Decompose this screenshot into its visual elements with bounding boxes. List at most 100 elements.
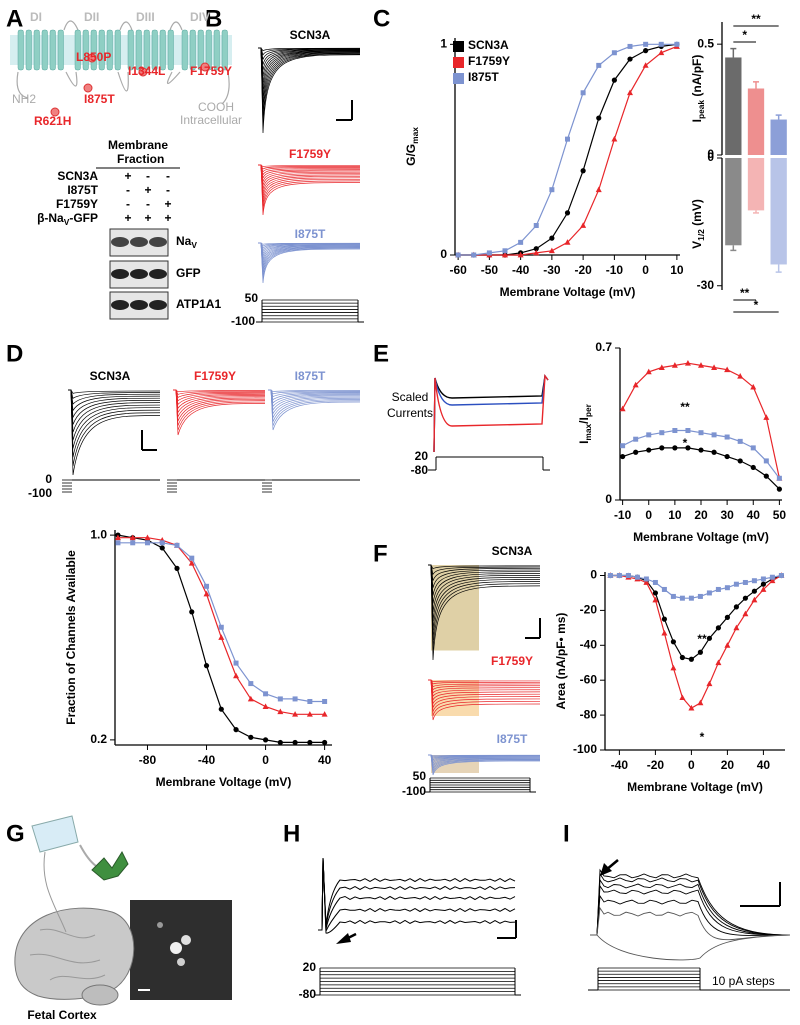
panel-letter: C bbox=[373, 5, 390, 32]
marker bbox=[643, 48, 649, 54]
current-trace bbox=[258, 47, 361, 60]
x-tick-label: 40 bbox=[747, 508, 761, 522]
series-line bbox=[118, 542, 325, 703]
current-trace bbox=[258, 47, 361, 71]
marker bbox=[688, 656, 695, 662]
helix bbox=[205, 29, 212, 71]
marker bbox=[751, 588, 758, 594]
table-cell: - bbox=[146, 197, 150, 211]
current-trace bbox=[428, 564, 541, 576]
y-tick-label: 0 bbox=[605, 492, 612, 506]
marker bbox=[174, 542, 180, 548]
current-trace bbox=[428, 564, 541, 581]
current-trace bbox=[68, 389, 161, 419]
marker bbox=[670, 639, 677, 645]
label-part: I bbox=[577, 441, 591, 444]
table-cell: + bbox=[124, 211, 131, 225]
marker bbox=[697, 593, 703, 599]
y-tick-label: 0.7 bbox=[595, 340, 612, 354]
marker bbox=[204, 583, 210, 589]
marker bbox=[750, 445, 756, 451]
marker bbox=[643, 579, 650, 585]
marker bbox=[661, 629, 668, 636]
marker bbox=[611, 77, 617, 83]
y-tick-label: 0 bbox=[707, 147, 714, 161]
current-trace bbox=[428, 754, 541, 764]
x-tick-label: -40 bbox=[198, 753, 216, 767]
current-trace bbox=[68, 389, 161, 412]
marker bbox=[646, 447, 652, 453]
marker bbox=[627, 56, 633, 62]
helix bbox=[17, 29, 24, 71]
label-part: V bbox=[191, 240, 197, 250]
blot-band bbox=[111, 300, 129, 310]
current-trace bbox=[433, 374, 549, 453]
marker bbox=[533, 246, 539, 252]
marker bbox=[670, 593, 676, 599]
marker bbox=[218, 624, 224, 630]
series-line bbox=[610, 574, 782, 709]
x-axis-label: Membrane Voltage (mV) bbox=[633, 530, 769, 544]
marker bbox=[203, 663, 210, 669]
current-trace bbox=[428, 754, 541, 759]
panel-letter: E bbox=[373, 340, 389, 367]
marker bbox=[159, 540, 165, 546]
current-trace bbox=[258, 242, 361, 250]
current-trace bbox=[268, 389, 361, 431]
marker bbox=[517, 251, 524, 258]
legend-swatch bbox=[453, 41, 464, 52]
label-part: max bbox=[583, 423, 593, 440]
current-trace bbox=[68, 389, 161, 458]
marker bbox=[769, 577, 776, 584]
marker bbox=[733, 581, 739, 587]
label-part: peak bbox=[696, 100, 706, 119]
current-trace bbox=[258, 242, 361, 255]
marker bbox=[724, 366, 731, 373]
marker bbox=[189, 609, 195, 615]
marker bbox=[661, 586, 667, 592]
current-trace bbox=[268, 389, 361, 401]
x-tick-label: -50 bbox=[481, 263, 499, 277]
marker bbox=[658, 364, 665, 370]
marker bbox=[658, 49, 665, 56]
marker bbox=[277, 696, 283, 702]
marker bbox=[659, 445, 665, 451]
trace-label: Scaled bbox=[392, 390, 429, 404]
helix bbox=[197, 29, 204, 71]
table-cell: - bbox=[126, 183, 130, 197]
x-axis-label: Membrane Voltage (mV) bbox=[627, 780, 763, 794]
current-trace bbox=[428, 754, 541, 761]
domain-label: DI bbox=[30, 10, 42, 24]
protocol-label: 50 bbox=[245, 291, 259, 305]
mutation-site bbox=[138, 67, 148, 77]
helix bbox=[189, 29, 196, 71]
mutation-site bbox=[83, 83, 93, 93]
marker bbox=[277, 708, 284, 715]
marker bbox=[611, 135, 618, 142]
cell bbox=[177, 958, 185, 966]
current-trace bbox=[258, 47, 361, 118]
y-tick-label: -100 bbox=[573, 742, 597, 756]
marker bbox=[144, 534, 151, 541]
marker bbox=[322, 698, 328, 704]
marker bbox=[502, 248, 508, 254]
marker bbox=[763, 414, 770, 420]
legend-swatch bbox=[453, 57, 464, 68]
marker bbox=[174, 565, 180, 571]
current-trace bbox=[258, 164, 361, 176]
label-part: G/G bbox=[404, 144, 418, 166]
marker bbox=[737, 373, 744, 379]
x-tick-label: 50 bbox=[773, 508, 787, 522]
mutation-site bbox=[87, 53, 97, 63]
protocol-label: 20 bbox=[303, 960, 317, 974]
panel-letter: G bbox=[6, 820, 25, 847]
marker bbox=[670, 664, 677, 671]
current-trace bbox=[258, 164, 361, 168]
helix bbox=[74, 29, 81, 71]
marker bbox=[627, 89, 633, 96]
marker bbox=[679, 654, 686, 661]
x-tick-label: 10 bbox=[670, 263, 684, 277]
marker bbox=[486, 250, 492, 256]
marker bbox=[659, 430, 665, 436]
helix bbox=[135, 29, 142, 71]
